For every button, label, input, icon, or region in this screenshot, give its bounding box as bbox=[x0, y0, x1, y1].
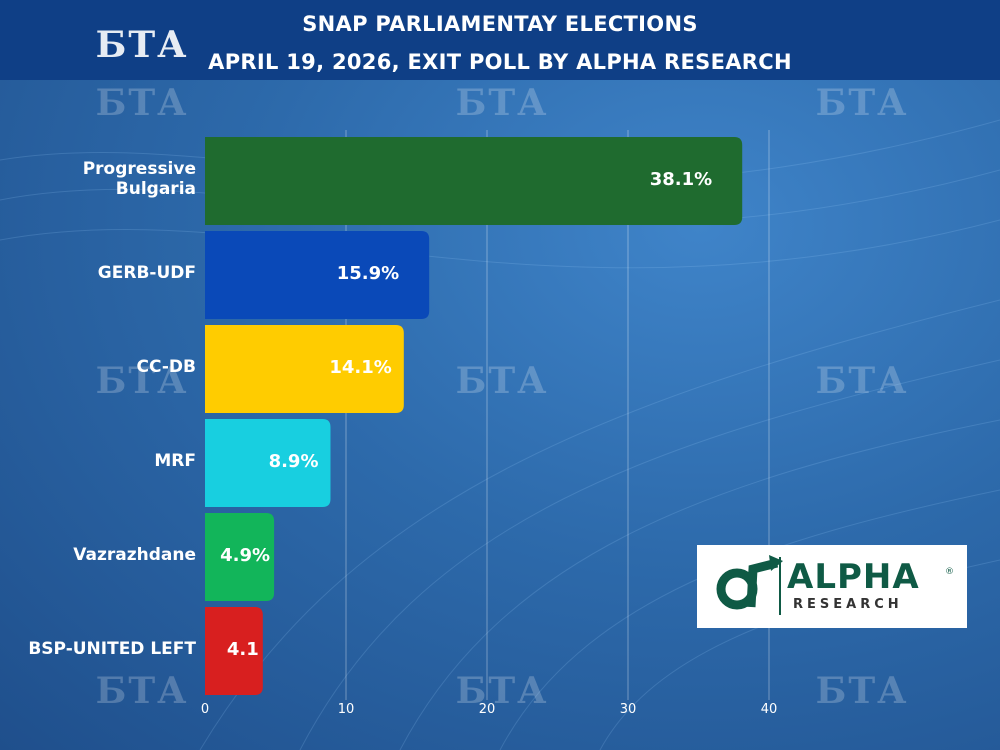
category-label-line: Vazrazhdane bbox=[73, 545, 196, 565]
data-label: 38.1% bbox=[649, 169, 713, 190]
chart-title-line1: SNAP PARLIAMENTAY ELECTIONS bbox=[302, 12, 698, 36]
bar bbox=[205, 325, 404, 413]
category-label-line: Progressive bbox=[82, 159, 196, 179]
data-label: 14.1% bbox=[329, 357, 392, 378]
category-label-line: CC-DB bbox=[136, 357, 196, 377]
logo-divider bbox=[779, 557, 781, 615]
data-label: 4.9% bbox=[220, 545, 271, 566]
logo-name: ALPHA bbox=[787, 557, 920, 597]
bta-logo: БТА bbox=[95, 24, 189, 66]
x-tick-label: 20 bbox=[478, 702, 496, 717]
category-label: GERB-UDF bbox=[6, 263, 196, 283]
header-banner bbox=[0, 0, 1000, 80]
bar bbox=[205, 137, 743, 225]
category-label-line: BSP-UNITED LEFT bbox=[28, 639, 196, 659]
category-label: BSP-UNITED LEFT bbox=[6, 639, 196, 659]
watermark-logo: БТА bbox=[95, 360, 189, 402]
category-label: MRF bbox=[6, 451, 196, 471]
category-label: Vazrazhdane bbox=[6, 545, 196, 565]
bar bbox=[205, 419, 331, 507]
category-label-line: MRF bbox=[154, 451, 196, 471]
category-label-line: GERB-UDF bbox=[97, 263, 196, 283]
data-label: 8.9% bbox=[268, 451, 319, 472]
x-tick-label: 40 bbox=[760, 702, 778, 717]
watermark-logo: БТА bbox=[815, 670, 909, 712]
category-label: CC-DB bbox=[6, 357, 196, 377]
data-label: 15.9% bbox=[336, 263, 400, 284]
watermark-logo: БТА bbox=[95, 82, 189, 124]
x-tick-label: 0 bbox=[200, 702, 210, 717]
alpha-mark-icon bbox=[716, 555, 783, 610]
bar bbox=[205, 231, 430, 319]
category-label-line: Bulgaria bbox=[115, 179, 196, 199]
category-label: Progressive Bulgaria bbox=[6, 159, 196, 199]
logo-registered: ® bbox=[945, 567, 954, 577]
watermark-logo: БТА bbox=[455, 360, 549, 402]
x-tick-label: 10 bbox=[337, 702, 355, 717]
watermark-logo: БТА bbox=[95, 670, 189, 712]
logo-subtitle: RESEARCH bbox=[793, 597, 903, 612]
watermark-logo: БТА bbox=[455, 670, 549, 712]
bar bbox=[205, 513, 275, 601]
bar bbox=[205, 607, 263, 695]
x-tick-label: 30 bbox=[619, 702, 637, 717]
watermark-logo: БТА bbox=[455, 82, 549, 124]
watermark-logo: БТА bbox=[815, 82, 909, 124]
watermark-logo: БТА bbox=[815, 360, 909, 402]
alpha-research-logo: ALPHA ® RESEARCH bbox=[697, 545, 967, 628]
chart-title-line2: APRIL 19, 2026, EXIT POLL BY ALPHA RESEA… bbox=[208, 50, 792, 74]
data-label: 4.1 bbox=[226, 639, 259, 660]
